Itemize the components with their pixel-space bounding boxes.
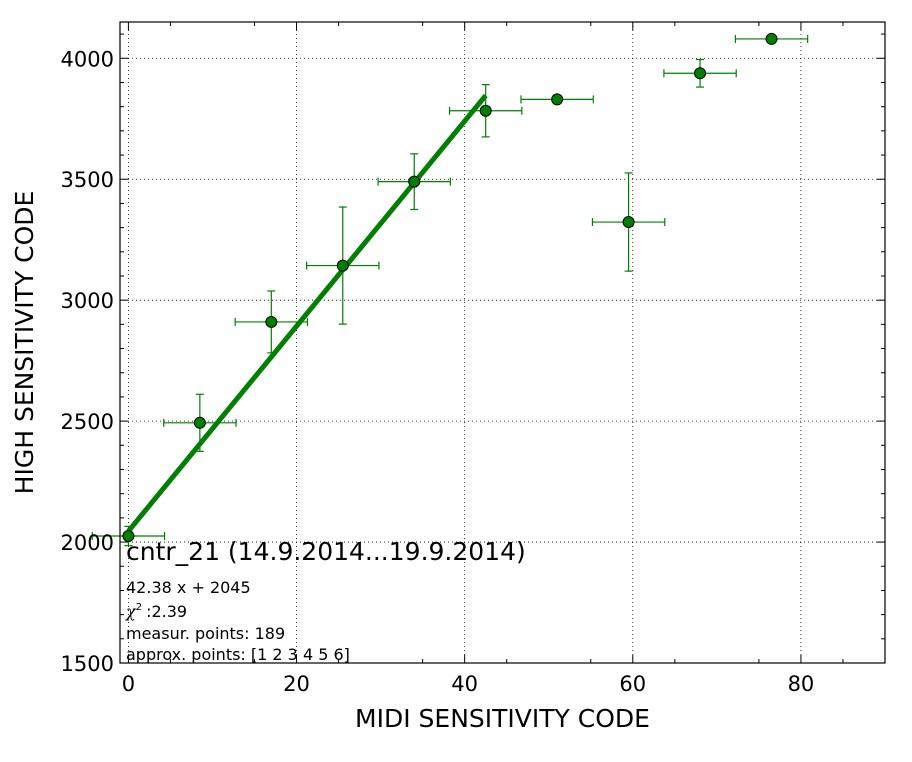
y-axis-label: HIGH SENSITIVITY CODE: [10, 191, 39, 495]
data-point: [193, 416, 206, 429]
annotation-fit-equation: 42.38 x + 2045: [126, 578, 251, 597]
x-tick-label: 60: [619, 672, 646, 696]
fit-line-layer: [126, 93, 488, 533]
chi-symbol: χ: [125, 602, 137, 621]
major-ticks: [120, 22, 885, 664]
grid: [120, 22, 885, 663]
x-tick-label: 20: [283, 672, 310, 696]
plot-frame: [119, 21, 886, 664]
annotation-title: cntr_21 (14.9.2014...19.9.2014): [126, 537, 526, 566]
x-tick-label: 80: [788, 672, 815, 696]
chi-superscript: 2: [136, 602, 142, 613]
data-point: [694, 67, 707, 80]
x-tick-labels: 0 20 40 60 80: [122, 672, 815, 696]
y-tick-label: 3500: [61, 168, 114, 192]
data-point: [622, 216, 635, 229]
data-point: [765, 32, 778, 45]
y-tick-label: 2000: [61, 531, 114, 555]
y-tick-labels: 1500 2000 2500 3000 3500 4000: [61, 47, 114, 676]
data-point: [265, 315, 278, 328]
y-tick-label: 1500: [61, 652, 114, 676]
y-tick-label: 4000: [61, 47, 114, 71]
data-point: [336, 259, 349, 272]
minor-ticks: [120, 22, 885, 663]
data-points: [122, 32, 778, 543]
x-tick-label: 0: [122, 672, 135, 696]
data-point: [551, 93, 564, 106]
fit-line: [126, 93, 488, 533]
y-tick-label: 3000: [61, 289, 114, 313]
x-tick-label: 40: [451, 672, 478, 696]
data-point: [122, 530, 135, 543]
data-point: [479, 104, 492, 117]
chi-value: :2.39: [146, 602, 187, 621]
annotation-measurement-points: measur. points: 189: [126, 624, 285, 643]
errorbars: [91, 34, 809, 547]
annotation-approx-points: approx. points: [1 2 3 4 5 6]: [126, 645, 350, 664]
data-point: [408, 175, 421, 188]
annotation-chi-square: χ2 :2.39: [125, 602, 187, 621]
y-tick-label: 2500: [61, 410, 114, 434]
x-axis-label: MIDI SENSITIVITY CODE: [355, 704, 650, 733]
